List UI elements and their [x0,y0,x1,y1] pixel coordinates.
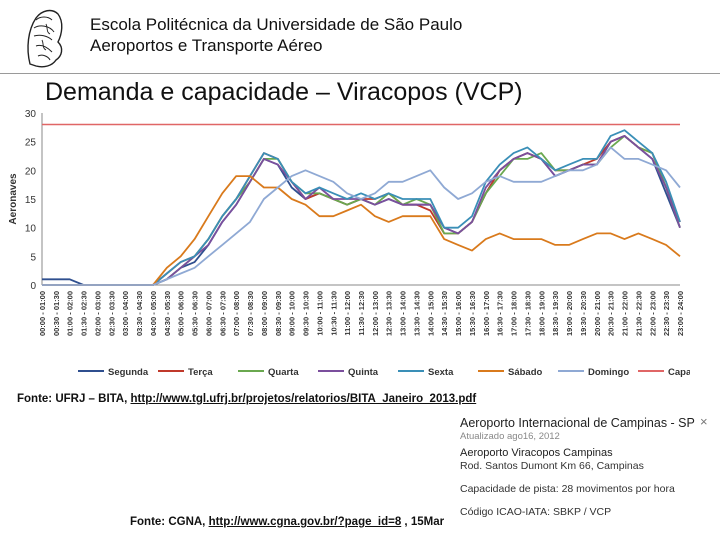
x-tick-label: 09:30 - 10:30 [302,291,311,336]
legend-label: Domingo [588,367,629,378]
card-code: Código ICAO-IATA: SBKP / VCP [460,506,612,518]
x-tick-label: 14:30 - 15:30 [440,291,449,336]
x-tick-label: 22:30 - 23:30 [662,291,671,336]
y-axis-label: Aeronaves [8,173,19,225]
x-tick-label: 06:00 - 07:00 [204,291,213,336]
x-tick-label: 11:30 - 12:30 [357,291,366,336]
y-tick-label: 15 [25,195,37,206]
legend-label: Terça [188,367,213,378]
card-airport-name: Aeroporto Viracopos Campinas [460,447,613,459]
x-tick-label: 19:30 - 20:30 [579,291,588,336]
x-tick-label: 16:00 - 17:00 [482,291,491,336]
x-tick-label: 16:30 - 17:30 [496,291,505,336]
card-title: Aeroporto Internacional de Campinas - SP [460,416,695,430]
source-cgna-suffix: , 15Mar [401,516,445,528]
legend-label: Segunda [108,367,149,378]
header-institution: Escola Politécnica da Universidade de Sã… [90,15,463,34]
x-tick-label: 13:00 - 14:00 [399,291,408,336]
x-tick-label: 09:00 - 10:00 [288,291,297,336]
x-tick-label: 02:00 - 03:00 [93,291,102,336]
close-icon[interactable]: × [700,414,708,429]
series-line [42,129,681,286]
x-tick-label: 17:00 - 18:00 [510,291,519,336]
series-line [42,146,681,286]
source-cgna: Fonte: CGNA, http://www.cgna.gov.br/?pag… [130,516,444,528]
x-tick-label: 01:30 - 02:30 [80,291,89,336]
x-tick-label: 04:00 - 05:00 [149,291,158,336]
header-course: Aeroportos e Transporte Aéreo [90,36,323,55]
card-address: Rod. Santos Dumont Km 66, Campinas [460,460,644,472]
x-tick-label: 06:30 - 07:30 [218,291,227,336]
x-tick-label: 12:00 - 13:00 [371,291,380,336]
x-tick-label: 11:00 - 12:00 [343,291,352,336]
legend-label: Sexta [428,367,454,378]
x-tick-label: 21:30 - 22:30 [634,291,643,336]
y-tick-label: 0 [30,281,36,292]
x-tick-label: 19:00 - 20:00 [565,291,574,336]
x-tick-label: 01:00 - 02:00 [66,291,75,336]
university-crest-logo [27,9,63,68]
x-tick-label: 00:30 - 01:30 [52,291,61,336]
x-tick-label: 04:30 - 05:30 [163,291,172,336]
x-tick-label: 08:30 - 09:30 [274,291,283,336]
x-tick-label: 08:00 - 09:00 [260,291,269,336]
x-tick-label: 00:00 - 01:00 [38,291,47,336]
y-tick-label: 20 [25,166,37,177]
x-tick-label: 07:30 - 08:30 [246,291,255,336]
y-tick-label: 10 [25,224,37,235]
airport-info-card: Aeroporto Internacional de Campinas - SP… [455,410,720,540]
card-capacity: Capacidade de pista: 28 movimentos por h… [460,483,675,495]
x-tick-label: 20:30 - 21:30 [607,291,616,336]
source-cgna-prefix: Fonte: CGNA, [130,516,209,528]
legend-label: Quarta [268,367,299,378]
x-tick-label: 07:00 - 08:00 [232,291,241,336]
x-tick-label: 05:00 - 06:00 [177,291,186,336]
x-tick-label: 02:30 - 03:30 [107,291,116,336]
x-tick-label: 05:30 - 06:30 [191,291,200,336]
x-tick-label: 15:00 - 16:00 [454,291,463,336]
source-ufrj-link[interactable]: http://www.tgl.ufrj.br/projetos/relatori… [130,393,477,405]
x-tick-label: 12:30 - 13:30 [385,291,394,336]
legend-label: Capacidade [668,367,690,378]
x-tick-label: 15:30 - 16:30 [468,291,477,336]
x-tick-label: 22:00 - 23:00 [648,291,657,336]
y-tick-label: 5 [30,252,36,263]
x-tick-label: 03:30 - 04:30 [135,291,144,336]
source-cgna-link[interactable]: http://www.cgna.gov.br/?page_id=8 [208,516,402,528]
y-tick-label: 30 [25,109,37,120]
header-divider [0,73,720,74]
x-tick-label: 10:00 - 11:00 [315,291,324,336]
x-tick-label: 17:30 - 18:30 [523,291,532,336]
source-ufrj: Fonte: UFRJ – BITA, http://www.tgl.ufrj.… [17,393,476,405]
x-tick-label: 21:00 - 22:00 [621,291,630,336]
x-tick-label: 13:30 - 14:30 [412,291,421,336]
x-tick-label: 10:30 - 11:30 [329,291,338,336]
x-tick-label: 23:00 - 24:00 [676,291,685,336]
x-tick-label: 18:30 - 19:30 [551,291,560,336]
slide-title: Demanda e capacidade – Viracopos (VCP) [45,78,523,106]
y-tick-label: 25 [25,138,37,149]
x-tick-label: 18:00 - 19:00 [537,291,546,336]
x-tick-label: 20:00 - 21:00 [593,291,602,336]
card-updated: Atualizado ago16, 2012 [460,431,560,442]
legend-label: Sábado [508,367,543,378]
legend-label: Quinta [348,367,379,378]
demand-capacity-chart: 0 5 10 15 20 25 30 Aeronaves 00:00 - 01:00 00:30 … [8,109,690,378]
x-tick-label: 14:00 - 15:00 [426,291,435,336]
source-ufrj-prefix: Fonte: UFRJ – BITA, [17,393,131,405]
x-tick-label: 03:00 - 04:00 [121,291,130,336]
